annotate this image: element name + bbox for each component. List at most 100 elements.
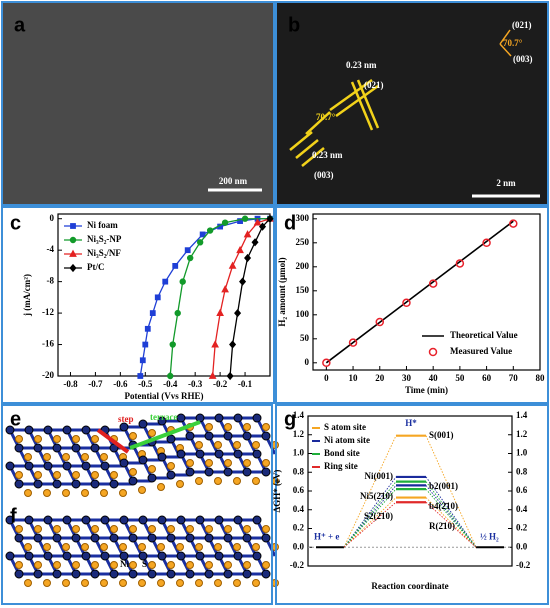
x-tick-label: -0.8 (63, 379, 78, 389)
y-tick-label: -12 (42, 307, 54, 317)
s-atom (34, 471, 42, 479)
s-atom (43, 579, 51, 587)
s-atom (91, 561, 99, 569)
s-atom (224, 459, 232, 467)
ni-atom (242, 431, 252, 441)
panel-d (275, 206, 549, 404)
s-atom (62, 453, 70, 461)
ni-atom (176, 551, 186, 561)
ni-atom (252, 449, 262, 459)
s-atom (176, 579, 184, 587)
s-atom (100, 543, 108, 551)
marker (228, 261, 237, 269)
s-atom (53, 561, 61, 569)
y-tick-label: 1.0 (516, 448, 528, 458)
marker (149, 310, 156, 316)
angle: 70.7° (316, 112, 336, 122)
ni-atom (252, 413, 262, 423)
y-axis-label: j (mA/cm²) (22, 274, 32, 317)
y-tick-label: 0.0 (516, 541, 528, 551)
ni-atom (157, 515, 167, 525)
y-axis-label: H₂ amount (μmol) (277, 257, 287, 326)
panel-label: f (10, 505, 17, 527)
ni-atom (138, 419, 148, 429)
plane-index: (021) (364, 80, 384, 90)
legend-label: Ni₃S₂/NF (87, 248, 121, 258)
panel-label: a (14, 14, 26, 36)
ni-atom (204, 431, 214, 441)
marker (137, 373, 144, 379)
s-atom (53, 471, 61, 479)
ni-atom (100, 515, 110, 525)
marker (229, 340, 237, 349)
s-atom (15, 471, 23, 479)
series-line (325, 220, 514, 364)
y-tick-label: -8 (47, 276, 55, 286)
ni-atom (147, 473, 157, 483)
ni-atom (43, 515, 53, 525)
ni-atom (109, 533, 119, 543)
y-tick-label: 1.2 (516, 429, 528, 439)
marker (208, 371, 217, 379)
s-atom (100, 453, 108, 461)
s-atom (24, 579, 32, 587)
y-tick-label: 0.8 (516, 466, 528, 476)
ni-atom (157, 551, 167, 561)
s-atom (129, 432, 137, 440)
ni-atom (14, 569, 24, 579)
marker (236, 245, 244, 254)
s-atom (110, 471, 118, 479)
ni-atom (24, 515, 34, 525)
s-atom (224, 561, 232, 569)
s-atom (129, 561, 137, 569)
ni-atom (81, 425, 91, 435)
y-tick-label: 0.0 (293, 541, 305, 551)
ni-atom (62, 515, 72, 525)
x-tick-label: -0.1 (238, 379, 253, 389)
lattice-guide (335, 84, 379, 118)
panel-label: c (10, 212, 21, 234)
s-atom (195, 543, 203, 551)
s-atom (62, 579, 70, 587)
level-label: Ni(001) (365, 471, 394, 481)
legend-marker (428, 347, 438, 357)
ni-atom (233, 413, 243, 423)
s-atom (233, 441, 241, 449)
s-atom (252, 441, 260, 449)
s-atom (43, 453, 51, 461)
legend-label: S atom site (324, 422, 366, 432)
marker (142, 341, 149, 348)
step-mark (96, 428, 130, 454)
s-atom (167, 462, 175, 470)
panel-g (275, 404, 549, 605)
ni-atom (204, 569, 214, 579)
panel-label: d (284, 212, 296, 234)
s-atom (43, 543, 51, 551)
s-atom (233, 579, 241, 587)
ni-atom (119, 515, 129, 525)
ni-atom (204, 467, 214, 477)
marker (196, 239, 204, 246)
ni-atom (5, 461, 15, 471)
marker (234, 308, 242, 318)
ni-atom (33, 569, 43, 579)
terrace-mark (129, 420, 201, 450)
y-tick-label: 100 (296, 309, 310, 319)
level-label: S(001) (429, 430, 454, 440)
ni-atom (52, 443, 62, 453)
ni-atom (242, 569, 252, 579)
x-tick-label: 60 (482, 373, 492, 383)
ni-atom (147, 533, 157, 543)
ni-atom (233, 515, 243, 525)
ni-atom (157, 416, 167, 426)
ni-atom (14, 533, 24, 543)
y-tick-label: 300 (296, 213, 310, 223)
s-atom (148, 561, 156, 569)
legend-marker (69, 236, 77, 244)
s-atom (138, 579, 146, 587)
ni-atom (33, 479, 43, 489)
marker (455, 259, 465, 268)
ni-atom (176, 413, 186, 423)
fft-arrow (499, 29, 511, 45)
ni-atom (176, 515, 186, 525)
